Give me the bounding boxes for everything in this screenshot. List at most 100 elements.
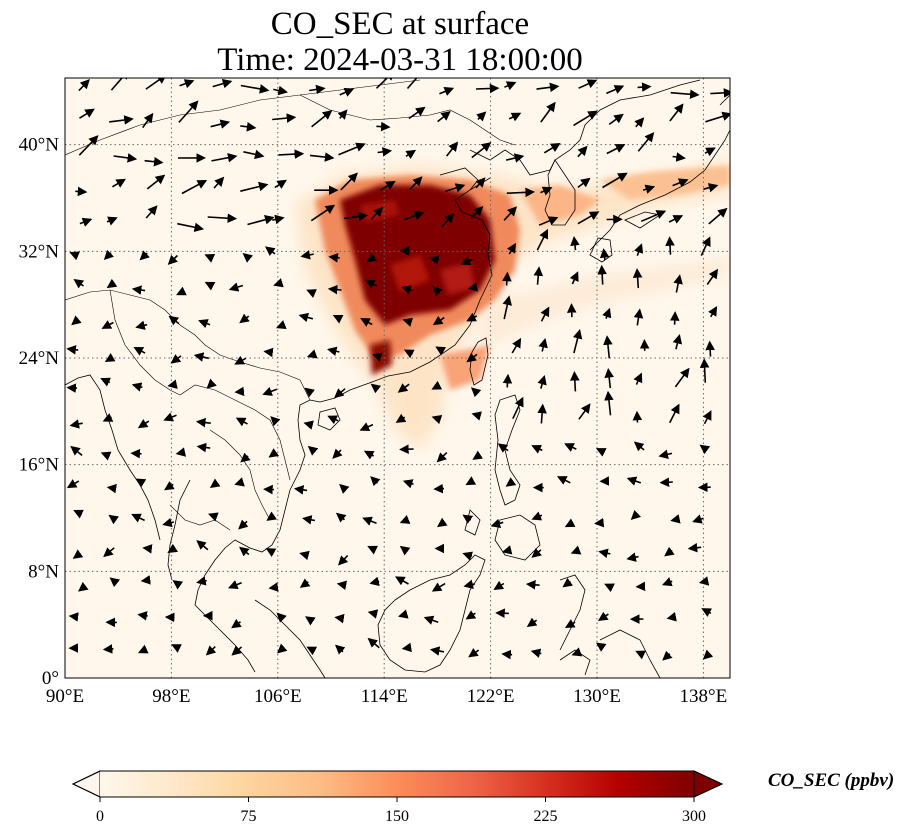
wind-vector: [235, 417, 248, 427]
wind-vector: [339, 483, 350, 494]
wind-vector: [705, 111, 730, 123]
wind-vector: [470, 387, 482, 398]
wind-vector: [465, 476, 477, 486]
wind-vector: [429, 255, 440, 265]
wind-vector: [332, 448, 343, 459]
wind-vector: [311, 110, 333, 128]
wind-vector: [113, 153, 138, 163]
wind-vector: [704, 147, 716, 157]
wind-vector: [109, 115, 134, 125]
wind-vector: [277, 643, 288, 654]
wind-vector: [327, 415, 339, 425]
wind-vector: [66, 383, 77, 393]
wind-vector: [403, 349, 415, 359]
wind-vector: [196, 540, 209, 551]
wind-vector: [334, 388, 346, 399]
wind-vector: [110, 78, 130, 91]
wind-vector: [699, 444, 711, 455]
wind-vector: [526, 617, 538, 628]
wind-vector: [633, 372, 643, 385]
wind-vector: [475, 177, 486, 189]
wind-vector: [334, 613, 345, 624]
wind-vector: [265, 246, 276, 256]
wind-vector: [338, 142, 366, 156]
wind-vector: [79, 217, 93, 227]
wind-vector: [595, 448, 607, 457]
wind-vector: [164, 481, 175, 491]
wind-vector: [73, 278, 85, 289]
wind-vector: [163, 412, 177, 422]
wind-vector: [274, 179, 287, 189]
wind-vector: [309, 84, 326, 95]
wind-vector: [234, 355, 247, 365]
wind-vector: [100, 451, 112, 461]
wind-vector: [664, 546, 675, 557]
co-concentration-field: [295, 160, 730, 450]
wind-vector: [178, 100, 199, 123]
wind-vector: [306, 289, 317, 298]
wind-vector: [265, 548, 277, 557]
wind-vector: [570, 236, 580, 251]
wind-vector: [471, 142, 492, 159]
wind-vector: [69, 251, 81, 261]
wind-vector: [327, 284, 342, 295]
wind-vector: [564, 619, 576, 628]
wind-vector: [673, 274, 683, 293]
wind-vector: [495, 608, 509, 619]
wind-vector: [240, 452, 251, 463]
wind-vector: [135, 320, 148, 330]
wind-vector: [299, 578, 311, 588]
wind-vector: [445, 141, 459, 157]
wind-vector: [602, 307, 612, 319]
wind-vector: [606, 85, 625, 95]
wind-vector: [79, 108, 95, 119]
chart-title: CO_SEC at surface: [270, 6, 530, 42]
wind-vector: [401, 642, 412, 653]
wind-vector: [307, 445, 319, 456]
wind-vector: [703, 183, 719, 193]
wind-vector: [659, 477, 673, 488]
wind-vector: [597, 264, 607, 285]
wind-vector: [239, 546, 250, 557]
wind-vector: [398, 609, 409, 619]
wind-vector: [209, 478, 221, 489]
wind-vector: [305, 616, 316, 626]
wind-vector: [577, 211, 600, 225]
wind-vector: [103, 249, 115, 261]
wind-vector: [270, 416, 281, 427]
lon-tick-label: 98°E: [152, 686, 190, 707]
wind-vector: [340, 172, 358, 191]
wind-vector: [475, 83, 500, 94]
wind-vector: [540, 186, 553, 196]
wind-vector: [537, 374, 547, 389]
colorbar-label: CO_SEC (ppbv): [768, 770, 895, 791]
lat-tick-label: 8°N: [28, 561, 59, 582]
wind-vector: [642, 184, 656, 194]
wind-vector: [278, 149, 305, 159]
wind-vector: [700, 236, 711, 256]
wind-vector: [337, 109, 348, 120]
wind-vector: [538, 216, 559, 226]
wind-vector: [238, 519, 249, 530]
latitude-tick-labels: 0° 8°N 16°N 24°N 32°N 40°N: [19, 135, 60, 689]
wind-vector: [339, 87, 355, 97]
wind-vector: [471, 411, 482, 421]
wind-vector: [272, 113, 297, 123]
wind-vector: [243, 149, 265, 160]
wind-vector: [405, 149, 417, 160]
wind-vector: [536, 82, 560, 93]
wind-vector: [705, 340, 715, 357]
wind-vector: [170, 354, 182, 364]
wind-vector: [167, 254, 178, 265]
wind-vector: [512, 396, 524, 420]
wind-vector: [72, 549, 84, 559]
wind-vector: [366, 252, 377, 263]
wind-vector: [365, 279, 377, 289]
wind-vector: [111, 178, 126, 188]
wind-vector: [687, 542, 702, 553]
wind-vector: [432, 286, 443, 297]
wind-vector: [66, 345, 79, 355]
wind-vector: [632, 410, 643, 423]
wind-vector: [506, 242, 517, 255]
wind-vector: [708, 306, 718, 318]
